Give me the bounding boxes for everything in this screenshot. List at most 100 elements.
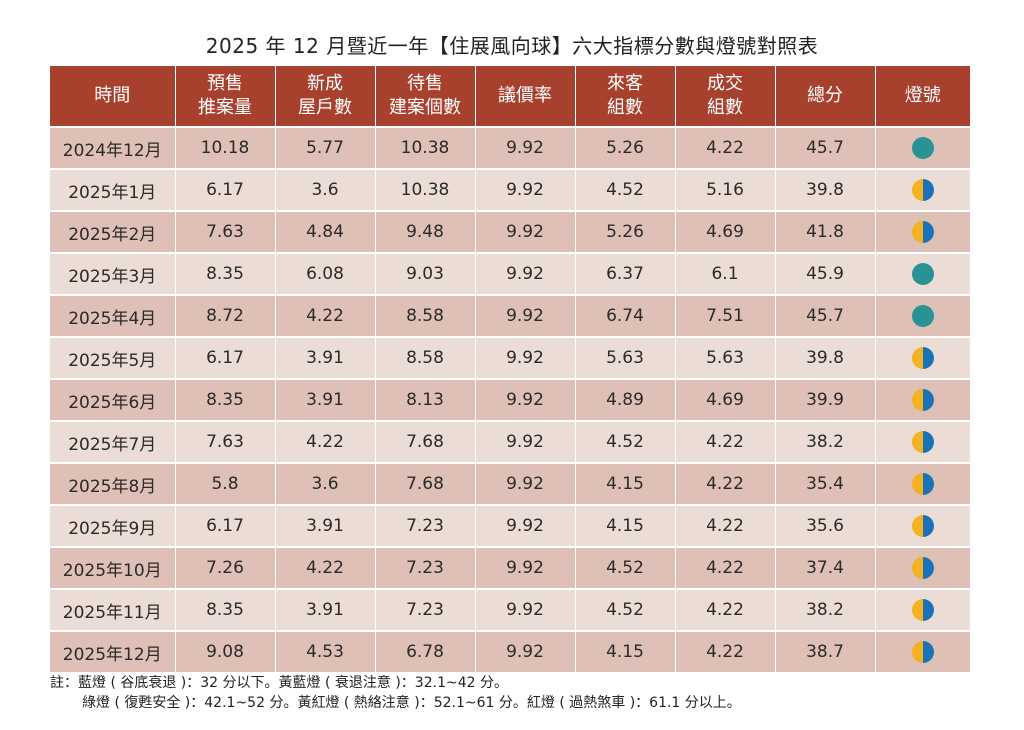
header-label: 時間	[94, 85, 131, 106]
table-title: 2025 年 12 月暨近一年【住展風向球】六大指標分數與燈號對照表	[205, 34, 819, 58]
header-label: 推案量	[198, 97, 252, 118]
cell-light	[875, 630, 970, 672]
cell-total: 45.9	[775, 252, 876, 295]
cell-visitors: 4.52	[575, 588, 676, 631]
cell-deals: 6.1	[675, 252, 776, 295]
cell-total: 39.8	[775, 336, 876, 379]
header-label: 總分	[807, 85, 843, 106]
cell-bargain: 9.92	[475, 588, 576, 631]
cell-visitors: 4.52	[575, 546, 676, 589]
cell-presale: 6.17	[175, 504, 276, 547]
cell-deals: 4.69	[675, 210, 776, 253]
header-presale: 預售 推案量	[175, 66, 276, 127]
cell-deals: 4.22	[675, 420, 776, 463]
cell-total: 39.9	[775, 378, 876, 421]
table-row: 2025年1月 6.17 3.6 10.38 9.92 4.52 5.16 39.8	[50, 168, 970, 211]
cell-light	[875, 588, 970, 631]
cell-time: 2024年12月	[50, 126, 176, 169]
cell-deals: 7.51	[675, 294, 776, 337]
cell-newhouse: 4.53	[275, 630, 376, 672]
cell-bargain: 9.92	[475, 126, 576, 169]
yellow-blue-light-icon	[911, 431, 934, 453]
cell-visitors: 4.52	[575, 168, 676, 211]
cell-visitors: 4.15	[575, 504, 676, 547]
cell-newhouse: 3.91	[275, 378, 376, 421]
cell-forsale: 7.23	[375, 588, 476, 631]
cell-visitors: 4.15	[575, 462, 676, 505]
cell-bargain: 9.92	[475, 378, 576, 421]
cell-light	[875, 462, 970, 505]
cell-newhouse: 3.91	[275, 504, 376, 547]
cell-deals: 4.22	[675, 588, 776, 631]
cell-forsale: 6.78	[375, 630, 476, 672]
cell-presale: 8.72	[175, 294, 276, 337]
cell-time: 2025年3月	[50, 252, 176, 295]
table-row: 2025年10月 7.26 4.22 7.23 9.92 4.52 4.22 37.4	[50, 546, 970, 589]
cell-total: 37.4	[775, 546, 876, 589]
cell-visitors: 5.26	[575, 210, 676, 253]
header-time: 時間	[50, 66, 176, 127]
cell-bargain: 9.92	[475, 336, 576, 379]
cell-forsale: 8.13	[375, 378, 476, 421]
cell-total: 35.4	[775, 462, 876, 505]
cell-total: 35.6	[775, 504, 876, 547]
cell-newhouse: 5.77	[275, 126, 376, 169]
yellow-blue-light-icon	[911, 473, 934, 495]
header-label: 來客	[607, 73, 643, 94]
table-row: 2025年4月 8.72 4.22 8.58 9.92 6.74 7.51 45.7	[50, 294, 970, 337]
cell-presale: 7.63	[175, 420, 276, 463]
table-row: 2025年9月 6.17 3.91 7.23 9.92 4.15 4.22 35.6	[50, 504, 970, 547]
cell-time: 2025年7月	[50, 420, 176, 463]
table-row: 2025年7月 7.63 4.22 7.68 9.92 4.52 4.22 38.2	[50, 420, 970, 463]
cell-time: 2025年6月	[50, 378, 176, 421]
cell-light	[875, 546, 970, 589]
table-row: 2025年5月 6.17 3.91 8.58 9.92 5.63 5.63 39.8	[50, 336, 970, 379]
cell-bargain: 9.92	[475, 504, 576, 547]
cell-light	[875, 294, 970, 337]
cell-deals: 4.22	[675, 630, 776, 672]
cell-bargain: 9.92	[475, 168, 576, 211]
cell-light	[875, 420, 970, 463]
table-row: 2024年12月 10.18 5.77 10.38 9.92 5.26 4.22 45.7	[50, 126, 970, 169]
cell-presale: 7.63	[175, 210, 276, 253]
cell-presale: 9.08	[175, 630, 276, 672]
cell-newhouse: 3.6	[275, 168, 376, 211]
cell-time: 2025年4月	[50, 294, 176, 337]
cell-presale: 5.8	[175, 462, 276, 505]
table-row: 2025年8月 5.8 3.6 7.68 9.92 4.15 4.22 35.4	[50, 462, 970, 505]
cell-visitors: 5.63	[575, 336, 676, 379]
cell-light	[875, 126, 970, 169]
cell-newhouse: 4.22	[275, 294, 376, 337]
cell-forsale: 9.48	[375, 210, 476, 253]
cell-visitors: 4.89	[575, 378, 676, 421]
cell-newhouse: 4.22	[275, 546, 376, 589]
cell-newhouse: 4.84	[275, 210, 376, 253]
cell-bargain: 9.92	[475, 462, 576, 505]
cell-light	[875, 252, 970, 295]
yellow-blue-light-icon	[911, 557, 934, 579]
cell-presale: 8.35	[175, 588, 276, 631]
header-light: 燈號	[875, 66, 970, 127]
green-light-icon	[911, 305, 934, 327]
cell-forsale: 8.58	[375, 336, 476, 379]
cell-light	[875, 378, 970, 421]
header-label: 預售	[207, 73, 243, 94]
cell-forsale: 10.38	[375, 126, 476, 169]
table-row: 2025年12月 9.08 4.53 6.78 9.92 4.15 4.22 38.7	[50, 630, 970, 672]
cell-total: 45.7	[775, 126, 876, 169]
cell-presale: 6.17	[175, 336, 276, 379]
cell-newhouse: 3.91	[275, 336, 376, 379]
cell-bargain: 9.92	[475, 252, 576, 295]
cell-total: 38.2	[775, 588, 876, 631]
cell-light	[875, 504, 970, 547]
yellow-blue-light-icon	[911, 179, 934, 201]
cell-presale: 10.18	[175, 126, 276, 169]
cell-forsale: 8.58	[375, 294, 476, 337]
table-row: 2025年6月 8.35 3.91 8.13 9.92 4.89 4.69 39.9	[50, 378, 970, 421]
cell-forsale: 7.23	[375, 504, 476, 547]
cell-deals: 5.16	[675, 168, 776, 211]
cell-presale: 8.35	[175, 378, 276, 421]
yellow-blue-light-icon	[911, 221, 934, 243]
cell-time: 2025年2月	[50, 210, 176, 253]
cell-light	[875, 336, 970, 379]
